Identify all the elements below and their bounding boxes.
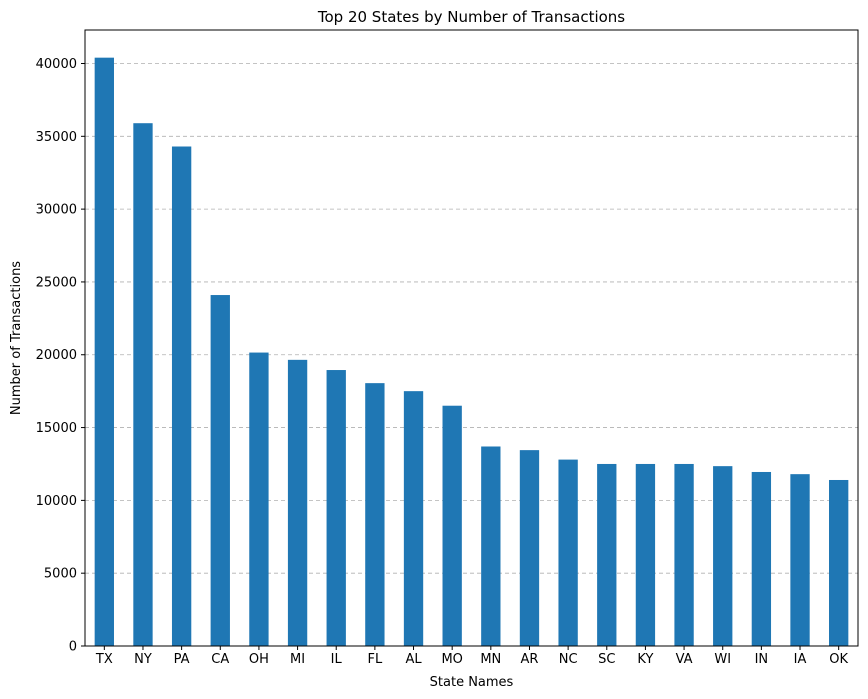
bar [287,359,308,646]
x-tick-label: IN [755,652,769,667]
bar [597,463,617,646]
bar [790,474,810,646]
x-tick-label: VA [676,652,693,667]
x-tick-label: IA [794,652,807,667]
bar [249,352,269,646]
y-tick-label: 30000 [36,203,77,218]
x-tick-label: AL [405,652,422,667]
bars-group [94,57,849,647]
x-tick-label: SC [598,652,615,667]
bar [751,471,772,646]
y-tick-label: 5000 [44,567,77,582]
x-tick-label: MN [480,652,501,667]
bar [481,446,501,646]
plot-frame [84,29,859,647]
y-tick-label: 15000 [36,421,77,436]
x-tick-label: PA [174,652,190,667]
bar [210,295,230,646]
bar [635,463,656,646]
bar [171,146,192,647]
y-axis-ticks: 0 5000 10000 15000 20000 25000 30000 35000 40000 [36,57,85,655]
bar [326,370,346,646]
bar [94,57,114,647]
x-tick-label: NY [134,652,152,667]
x-tick-label: MO [441,652,462,667]
bar [829,479,849,646]
y-tick-label: 25000 [36,275,77,290]
bar [558,459,578,646]
y-tick-label: 35000 [36,130,77,145]
y-axis-label: Number of Transactions [9,261,24,415]
bar [403,391,424,646]
x-tick-label: FL [368,652,383,667]
x-tick-label: OK [829,652,848,667]
x-tick-label: NC [559,652,578,667]
x-tick-label: CA [211,652,229,667]
x-tick-label: WI [714,652,731,667]
x-axis-ticks: TX NY PA CA OH MI IL FL AL MO MN AR NC SC KY VA WI IN IA OK [95,646,849,667]
bar [519,450,540,646]
chart-title: Top 20 States by Number of Transactions [317,8,625,26]
bar [442,405,462,646]
x-tick-label: AR [521,652,539,667]
x-tick-label: KY [637,652,653,667]
y-tick-label: 40000 [36,57,77,72]
y-tick-label: 0 [69,640,77,655]
bar [713,466,733,646]
y-tick-label: 20000 [36,348,77,363]
x-tick-label: IL [331,652,343,667]
x-tick-label: OH [249,652,269,667]
bar [133,123,153,647]
x-axis-label: State Names [430,675,514,690]
x-tick-label: MI [290,652,305,667]
bar [365,383,385,646]
x-tick-label: TX [95,652,113,667]
bar [674,463,694,646]
y-tick-label: 10000 [36,494,77,509]
axes [84,29,859,647]
y-gridlines [85,63,858,574]
